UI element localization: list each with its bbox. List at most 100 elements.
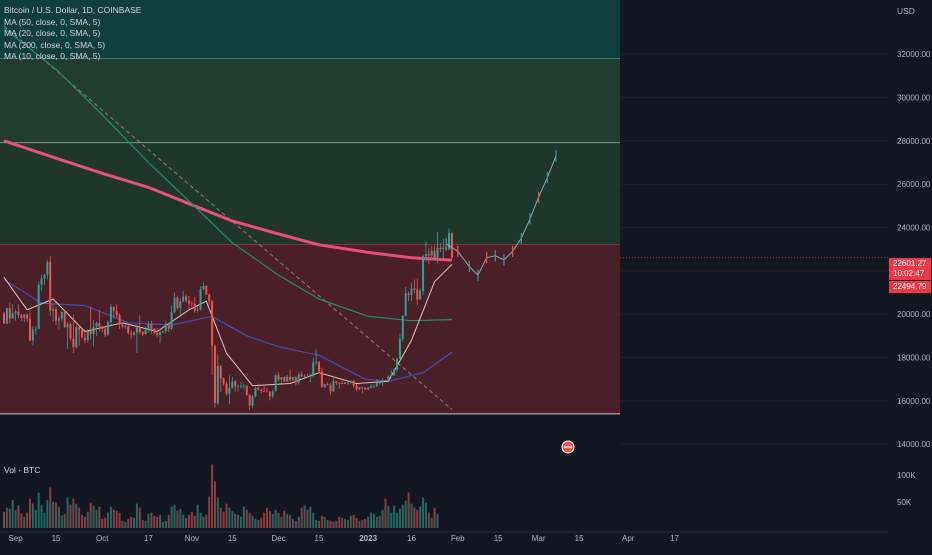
volume-bar-30 <box>89 502 92 528</box>
volume-bar-146 <box>424 502 427 528</box>
volume-bar-91 <box>265 507 268 528</box>
volume-bar-92 <box>268 510 271 528</box>
candle-body-142 <box>413 288 416 290</box>
candle-body-150 <box>436 247 439 258</box>
candle-body-130 <box>378 382 381 384</box>
candle-body-38 <box>112 306 115 311</box>
volume-label[interactable]: Vol · BTC <box>4 465 41 475</box>
volume-bar-39 <box>115 510 118 528</box>
time-axis[interactable]: Sep 15 Oct 17 Nov 15 Dec 15 2023 16 Feb 15 Mar 15 Apr 1… <box>0 531 888 543</box>
volume-bar-33 <box>98 506 101 528</box>
volume-bar-47 <box>138 507 141 528</box>
volume-bar-82 <box>239 516 242 528</box>
candle-body-49 <box>144 330 147 335</box>
volume-bar-88 <box>257 519 260 528</box>
legend-ma-50[interactable]: MA (50, close, 0, SMA, 5) <box>4 16 101 27</box>
candle-body-71 <box>208 294 211 302</box>
volume-bar-1 <box>5 507 8 528</box>
candle-body-93 <box>271 391 274 397</box>
volume-bar-95 <box>277 512 280 528</box>
volume-bar-104 <box>303 505 306 528</box>
legend-ma-200[interactable]: MA (200, close, 0, SMA, 5) <box>4 39 106 50</box>
candle-body-100 <box>292 377 294 380</box>
candle-body-0 <box>3 313 5 324</box>
volume-bar-74 <box>216 497 219 528</box>
volume-bar-118 <box>344 518 347 528</box>
volume-bar-132 <box>384 498 387 528</box>
legend-ma-10[interactable]: MA (10, close, 0, SMA, 5) <box>4 51 101 61</box>
volume-bar-36 <box>107 512 110 528</box>
volume-bar-70 <box>205 514 208 528</box>
volume-bar-142 <box>413 507 416 528</box>
time-tick-15: 17 <box>670 534 679 543</box>
candle-body-139 <box>404 293 407 316</box>
volume-bar-131 <box>381 509 384 528</box>
volume-bar-100 <box>292 518 294 528</box>
volume-bar-139 <box>404 500 407 528</box>
volume-bar-68 <box>199 512 202 528</box>
volume-bar-127 <box>370 512 373 528</box>
candle-body-88 <box>257 387 260 390</box>
symbol-title[interactable]: Bitcoin / U.S. Dollar, 1D, COINBASE <box>4 5 142 15</box>
currency-label: USD <box>897 6 915 16</box>
volume-bar-114 <box>332 521 335 528</box>
candle-body-145 <box>422 256 425 291</box>
volume-bar-9 <box>29 498 32 528</box>
volume-bar-23 <box>69 504 72 528</box>
candle-body-70 <box>205 286 208 295</box>
volume-bar-148 <box>430 517 433 528</box>
candle-body-78 <box>228 387 231 394</box>
volume-bar-86 <box>251 515 254 528</box>
candle-body-103 <box>300 374 303 377</box>
candle-body-81 <box>237 385 240 387</box>
candle-body-148 <box>430 250 433 256</box>
price-axis[interactable]: USD14000.0016000.0018000.0020000.0022000… <box>897 6 931 507</box>
candle-body-17 <box>52 309 55 311</box>
candle-body-152 <box>442 247 445 249</box>
candle-body-116 <box>338 382 341 384</box>
volume-bar-96 <box>280 516 283 528</box>
volume-bar-69 <box>202 516 205 528</box>
candle-body-96 <box>280 377 283 380</box>
candle-body-61 <box>179 301 182 308</box>
volume-bar-98 <box>286 513 289 528</box>
time-tick-8: 2023 <box>359 534 377 543</box>
candle-body-31 <box>92 326 95 335</box>
candle-body-79 <box>231 381 234 388</box>
candle-body-65 <box>190 303 193 305</box>
volume-bar-108 <box>315 519 318 528</box>
candle-body-76 <box>222 378 225 384</box>
time-tick-1: 15 <box>52 534 61 543</box>
last-price-tag: 22601.27 10:02:47 <box>889 258 931 280</box>
candle-body-113 <box>329 384 332 392</box>
volume-bar-65 <box>190 511 193 528</box>
candle-body-144 <box>419 290 422 300</box>
candle-body-146 <box>424 253 427 257</box>
candle-body-82 <box>239 385 242 387</box>
candle-body-92 <box>268 391 271 397</box>
candle-body-24 <box>72 338 75 348</box>
candle-body-124 <box>361 387 364 388</box>
legend-ma-20[interactable]: MA (20, close, 0, SMA, 5) <box>4 28 101 38</box>
price-tick-7: 28000.00 <box>897 137 931 146</box>
candle-body-19 <box>57 318 60 321</box>
event-marker[interactable] <box>561 440 575 454</box>
last-price-value: 22601.27 <box>893 259 927 268</box>
volume-bar-48 <box>141 519 144 528</box>
volume-bar-21 <box>63 513 66 528</box>
time-tick-2: Oct <box>96 534 109 543</box>
candle-body-126 <box>367 387 370 390</box>
volume-bar-15 <box>46 500 49 528</box>
volume-bar-103 <box>300 507 303 528</box>
volume-bar-73 <box>213 481 216 528</box>
volume-bar-77 <box>225 503 228 528</box>
candle-body-112 <box>326 383 329 385</box>
candle-body-119 <box>346 382 349 384</box>
volume-bar-63 <box>185 517 188 528</box>
price-zones <box>0 0 620 415</box>
price-tick-5: 24000.00 <box>897 224 931 233</box>
candle-body-41 <box>121 324 124 327</box>
volume-bar-72 <box>211 464 214 528</box>
